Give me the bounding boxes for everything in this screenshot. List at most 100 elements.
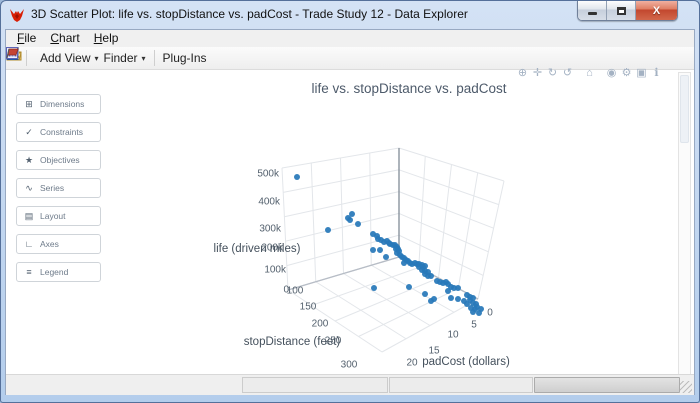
plot-modebar: ⊕ ✛ ↻ ↺ ⌂ ◉ ⚙ ▣ ℹ (515, 66, 667, 81)
sidebar-item-layout[interactable]: ▤ Layout (16, 206, 101, 226)
sidebar: ⊞ Dimensions ✓ Constraints ★ Objectives ∿ Serie… (16, 94, 101, 282)
hover-closest-icon[interactable]: ◉ (606, 67, 617, 79)
maximize-icon (616, 6, 626, 15)
menu-item-help[interactable]: Help (93, 31, 119, 45)
horizontal-scrollbar-thumb[interactable] (534, 377, 680, 393)
resize-grip[interactable] (680, 381, 692, 393)
vertical-scrollbar[interactable] (678, 72, 691, 375)
chart-title: life vs. stopDistance vs. padCost (311, 81, 507, 96)
y-axis-tick-label: 20 (406, 357, 418, 369)
status-bar (6, 374, 694, 395)
y-axis-title: padCost (dollars) (422, 356, 510, 368)
z-axis-title: life (driven miles) (213, 243, 301, 255)
scatter-point (325, 227, 331, 233)
minimize-icon (587, 12, 597, 15)
x-axis-tick-label: 250 (324, 335, 342, 347)
plugins-label: Plug-Ins (162, 51, 207, 65)
z-axis-tick-label: 200k (261, 242, 283, 254)
scatter-point (464, 301, 470, 307)
menu-item-file[interactable]: File (17, 31, 37, 45)
scatter-point (371, 285, 377, 291)
orbit-rotation-icon[interactable]: ↻ (547, 67, 558, 79)
sidebar-item-label: Legend (40, 267, 69, 277)
snapshot-icon[interactable]: ▣ (636, 67, 647, 79)
scatter-point (401, 260, 407, 266)
scatter-point (455, 285, 461, 291)
z-axis-tick-label: 0 (283, 284, 289, 296)
window-title: 3D Scatter Plot: life vs. stopDistance v… (31, 7, 468, 21)
status-panel (242, 377, 388, 393)
star-icon: ★ (24, 154, 34, 165)
y-axis-tick-label: 10 (447, 329, 459, 341)
zoom-icon[interactable]: ⊕ (517, 67, 528, 79)
pan-icon[interactable]: ✛ (532, 67, 543, 79)
axes-icon: ∟ (24, 239, 34, 249)
close-icon: X (652, 4, 661, 17)
scatter-point (355, 221, 361, 227)
sidebar-item-constraints[interactable]: ✓ Constraints (16, 122, 101, 142)
settings-icon[interactable]: ⚙ (621, 67, 632, 79)
grid-icon: ⊞ (25, 98, 33, 109)
sidebar-item-label: Layout (40, 211, 66, 221)
x-axis-title: stopDistance (feet) (243, 336, 341, 348)
sidebar-item-series[interactable]: ∿ Series (16, 178, 101, 198)
series-icon: ∿ (25, 182, 33, 193)
z-axis-tick-label: 100k (264, 264, 286, 276)
scatter-point (422, 291, 428, 297)
close-button[interactable]: X (636, 1, 677, 20)
y-axis-tick-label: 0 (487, 307, 493, 319)
title-bar[interactable]: 3D Scatter Plot: life vs. stopDistance v… (1, 1, 699, 29)
chevron-down-icon: ▾ (94, 53, 99, 63)
scatter-point (448, 295, 454, 301)
finder-label: Finder (103, 51, 138, 65)
scatter-point (428, 298, 434, 304)
x-axis-tick-label: 200 (311, 318, 329, 330)
y-axis-tick-label: 15 (428, 345, 440, 357)
scatter-point (377, 247, 383, 253)
sidebar-item-label: Constraints (40, 127, 83, 137)
sidebar-item-objectives[interactable]: ★ Objectives (16, 150, 101, 170)
scatter-point (383, 254, 389, 260)
y-axis-tick-label: 5 (471, 319, 477, 331)
vertical-scrollbar-thumb[interactable] (680, 75, 689, 143)
z-axis-tick-label: 300k (259, 223, 281, 235)
sidebar-item-dimensions[interactable]: ⊞ Dimensions (16, 94, 101, 114)
scatter-point (476, 310, 482, 316)
sidebar-item-label: Dimensions (40, 99, 85, 109)
sidebar-item-legend[interactable]: ≡ Legend (16, 262, 101, 282)
sidebar-item-axes[interactable]: ∟ Axes (16, 234, 101, 254)
scatter-point (455, 296, 461, 302)
scatter-point (349, 211, 355, 217)
reset-camera-icon[interactable]: ⌂ (586, 67, 593, 79)
status-panel (389, 377, 533, 393)
sidebar-item-label: Series (40, 183, 65, 193)
toolbar-separator (26, 50, 27, 66)
toolbar: ? Add View ▾ Finder ▾ Plug-Ins (6, 47, 694, 70)
scatter-point (428, 273, 434, 279)
sidebar-item-label: Axes (40, 239, 59, 249)
x-axis-tick-label: 300 (340, 359, 358, 371)
minimize-button[interactable] (578, 1, 607, 20)
z-axis-tick-label: 400k (258, 196, 280, 208)
maximize-button[interactable] (607, 1, 636, 20)
scatter-point (370, 247, 376, 253)
menu-item-chart[interactable]: Chart (50, 31, 80, 45)
info-icon[interactable]: ℹ (654, 67, 659, 79)
app-logo-icon (10, 9, 24, 22)
add-view-label: Add View (40, 51, 91, 65)
scatter-point (445, 288, 451, 294)
sidebar-item-label: Objectives (40, 155, 80, 165)
x-axis-tick-label: 100 (286, 285, 304, 297)
scatter-point (294, 174, 300, 180)
scatter-point (470, 309, 476, 315)
legend-icon: ≡ (26, 267, 32, 277)
toolbar-separator (153, 50, 155, 66)
turntable-rotation-icon[interactable]: ↺ (562, 67, 573, 79)
menu-bar: File Chart Help (6, 30, 694, 47)
scatter-point (406, 284, 412, 290)
chevron-down-icon: ▾ (141, 53, 146, 63)
layout-icon: ▤ (24, 210, 34, 221)
